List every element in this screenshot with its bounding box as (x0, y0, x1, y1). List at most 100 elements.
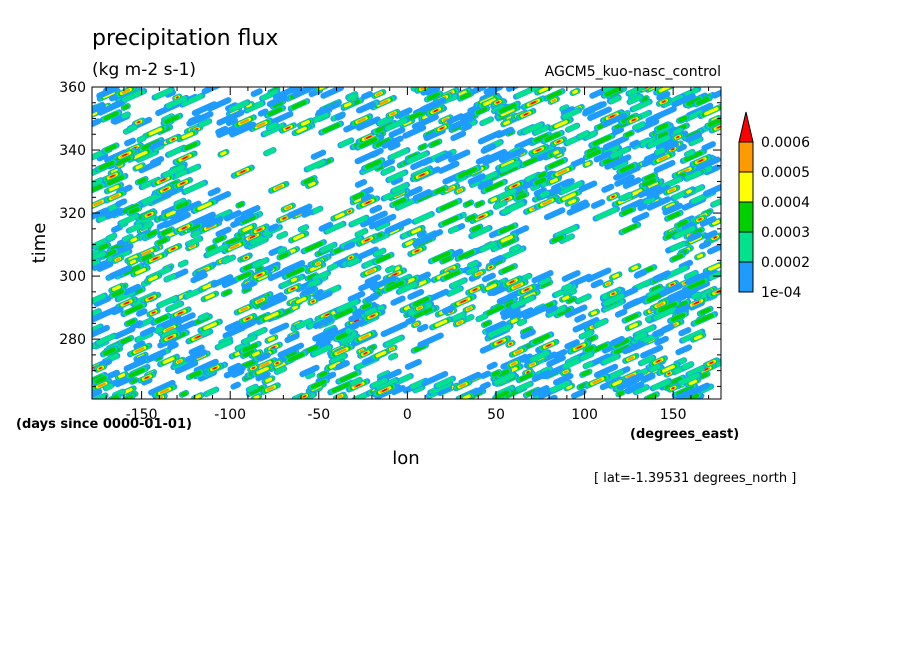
precip-cell (611, 195, 615, 198)
precip-cell (375, 164, 384, 171)
precip-cell (322, 122, 340, 134)
precip-cell (295, 296, 307, 304)
precip-cell (631, 118, 636, 122)
precip-cell (637, 203, 648, 212)
precip-cell (127, 124, 138, 132)
precip-cell (92, 102, 106, 114)
precip-cell (479, 241, 497, 253)
precip-cell (447, 286, 463, 296)
precip-cell (686, 365, 705, 377)
precip-cell (370, 377, 388, 389)
precip-cell (639, 355, 655, 366)
precip-cell (285, 205, 292, 210)
precip-cell (520, 328, 536, 340)
precip-cell (476, 313, 488, 322)
precip-cell (140, 221, 153, 231)
precip-cell (522, 327, 532, 335)
precip-cell (147, 213, 151, 216)
precip-cell (308, 181, 316, 187)
precip-cell (450, 130, 467, 142)
precip-cell (593, 363, 619, 379)
precip-cell (683, 280, 711, 296)
precip-cell (230, 381, 241, 390)
precip-cell (622, 177, 642, 189)
precip-cell (317, 87, 326, 91)
precip-cell (318, 371, 328, 378)
precip-cell (656, 359, 661, 363)
precip-cell (665, 202, 676, 209)
precip-cell (496, 292, 516, 305)
precip-cell (626, 373, 635, 379)
precip-cell (92, 207, 110, 220)
precip-cell (275, 362, 279, 365)
precip-cell (153, 143, 164, 152)
precip-cell (255, 300, 267, 308)
precip-cell (311, 344, 332, 357)
precip-cell (616, 390, 625, 397)
precip-cell (274, 184, 283, 190)
precip-cell (375, 253, 392, 264)
precip-cell (451, 312, 466, 322)
precip-cell (257, 273, 268, 281)
precip-cell (181, 93, 204, 107)
precip-cell (522, 157, 539, 167)
precip-cell (122, 283, 142, 296)
precip-cell (674, 303, 691, 315)
precip-cell (441, 305, 455, 315)
precip-cell (608, 95, 621, 104)
precip-cell (94, 375, 107, 384)
precip-cell (533, 125, 550, 135)
precip-cell (290, 277, 298, 283)
precip-cell (293, 233, 305, 241)
precip-cell (103, 111, 119, 121)
precip-cell (699, 372, 709, 379)
precip-cell (641, 372, 655, 382)
precip-cell (562, 295, 570, 301)
precip-cell (240, 205, 261, 218)
precip-cell (242, 334, 257, 345)
precip-cell (144, 376, 149, 379)
precip-cell (592, 378, 603, 385)
precip-cell (93, 295, 112, 307)
precip-cell (310, 206, 323, 215)
precip-cell (432, 251, 451, 262)
precip-cell (501, 201, 525, 215)
precip-cell (387, 141, 401, 151)
precip-cell (363, 352, 368, 355)
precip-cell (135, 331, 152, 342)
precip-cell (530, 385, 550, 397)
precip-cell (320, 242, 337, 253)
precip-cell (709, 361, 714, 365)
precip-cell (259, 294, 288, 311)
precip-cell (92, 308, 101, 317)
precip-cell (529, 350, 550, 363)
precip-cell (364, 238, 370, 242)
precip-cell (475, 271, 482, 276)
precip-cell (434, 319, 448, 328)
precip-cell (712, 219, 720, 226)
precip-cell (366, 268, 375, 274)
precip-cell (227, 362, 242, 373)
precip-cell (671, 93, 696, 108)
precip-cell (311, 112, 330, 123)
precip-cell (174, 198, 186, 207)
precip-cell (236, 201, 244, 208)
precip-cell (500, 108, 515, 117)
precip-cell (130, 237, 138, 243)
precip-cell (136, 308, 148, 317)
precip-cell (97, 100, 124, 116)
precip-cell (92, 388, 103, 399)
precip-cell (530, 101, 537, 105)
precip-cell (93, 200, 103, 207)
precip-cell (572, 317, 600, 333)
precip-cell (171, 138, 175, 141)
precip-cell (448, 225, 459, 234)
precip-cell (416, 323, 429, 333)
x-tick-label: -150 (126, 407, 158, 423)
precip-cell (246, 384, 258, 393)
precip-cell (587, 353, 612, 368)
y-tick-label: 360 (59, 80, 86, 96)
precip-cell (653, 159, 676, 174)
precip-cell (641, 178, 657, 187)
precip-cell (501, 307, 521, 320)
